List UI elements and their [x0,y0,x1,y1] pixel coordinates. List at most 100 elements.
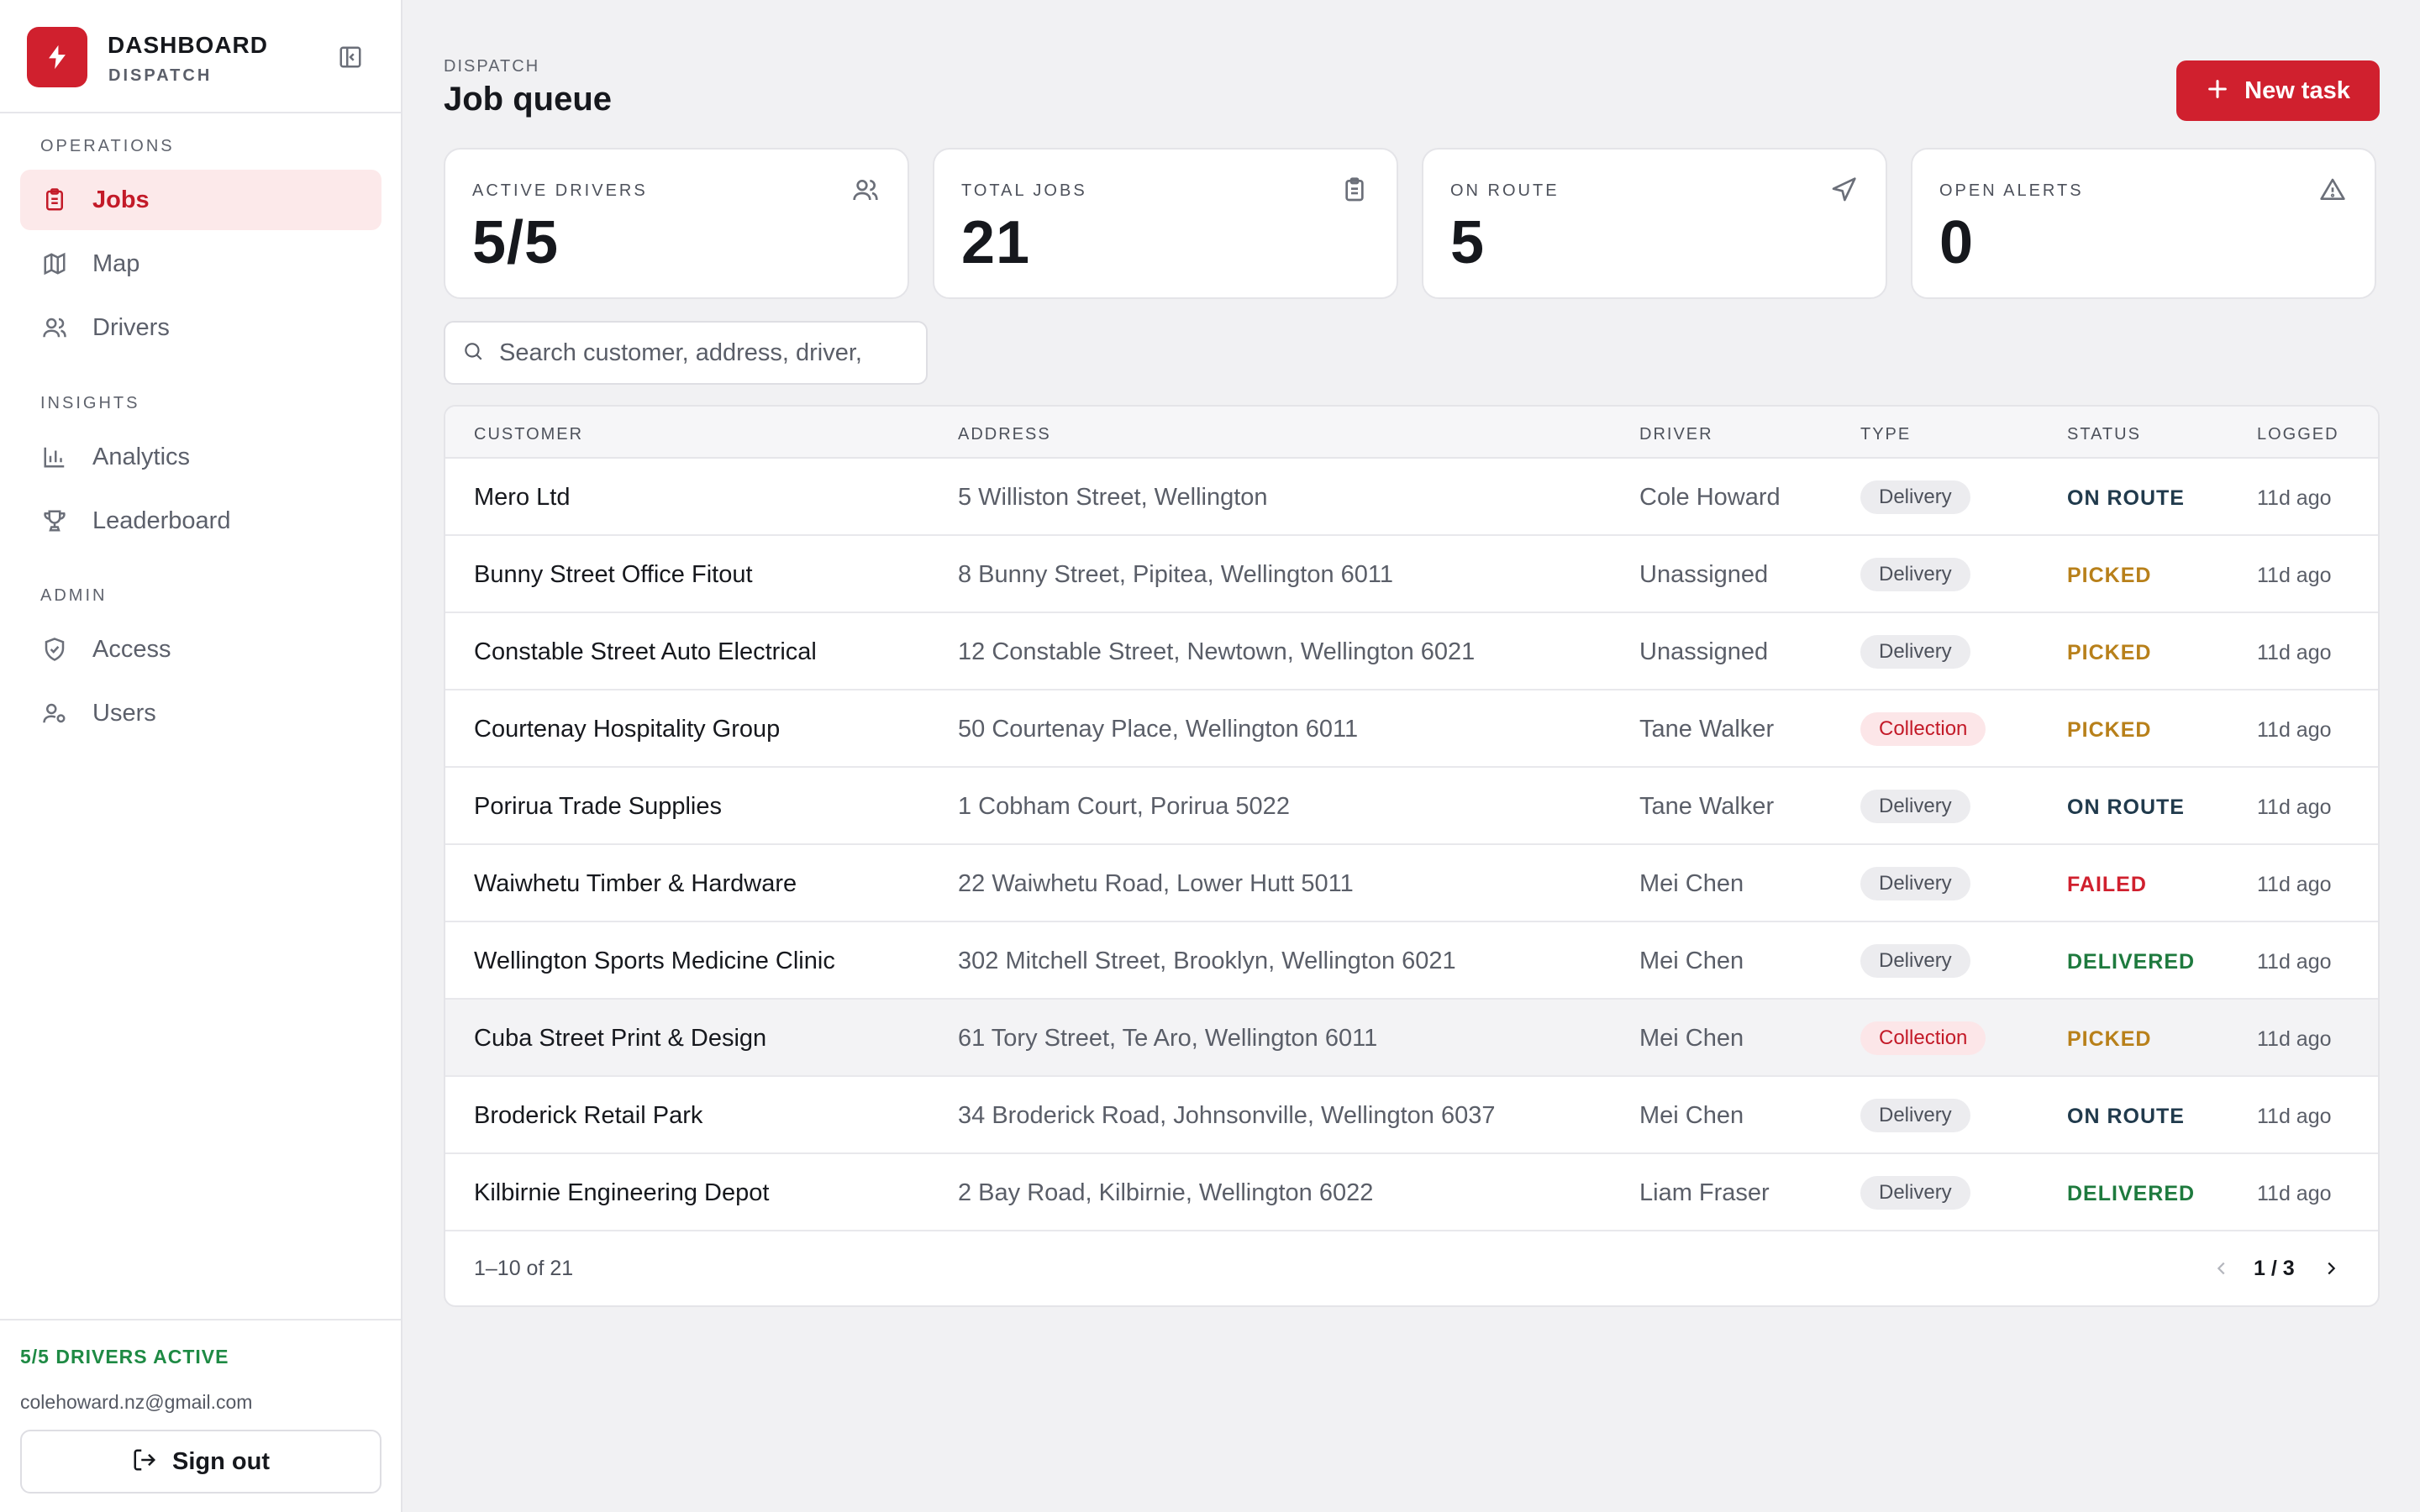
sign-out-button[interactable]: Sign out [20,1430,381,1494]
column-header-type[interactable]: TYPE [1860,425,1912,444]
stat-label: ACTIVE DRIVERS [472,181,648,200]
drivers-active-status: 5/5 DRIVERS ACTIVE [20,1346,229,1368]
pagination-range: 1–10 of 21 [474,1257,574,1280]
breadcrumb: DISPATCH [444,57,540,76]
driver-cell: Mei Chen [1639,1025,1744,1052]
address-cell: 61 Tory Street, Te Aro, Wellington 6011 [958,1025,1378,1052]
stat-value: 21 [961,209,1031,276]
type-badge: Collection [1860,712,1986,746]
status-badge: DELIVERED [2067,1182,2196,1205]
brand-title: DASHBOARD [108,32,268,58]
table-footer: 1–10 of 21 1 / 3 [445,1231,2378,1305]
table-row[interactable]: Constable Street Auto Electrical 12 Const… [445,613,2378,690]
search-input[interactable] [499,339,902,367]
customer-cell: Kilbirnie Engineering Depot [474,1179,770,1206]
stat-label: ON ROUTE [1450,181,1560,200]
type-badge: Delivery [1860,790,1970,823]
table-row[interactable]: Courtenay Hospitality Group 50 Courtenay … [445,690,2378,768]
logged-cell: 11d ago [2257,1105,2332,1128]
stat-card-total-jobs: TOTAL JOBS 21 [933,148,1398,299]
status-badge: PICKED [2067,641,2152,664]
table-row[interactable]: Cuba Street Print & Design 61 Tory Street… [445,1000,2378,1077]
logged-cell: 11d ago [2257,486,2332,510]
sidebar: DASHBOARD DISPATCH OPERATIONS Jobs Map D… [0,0,402,1512]
column-header-status[interactable]: STATUS [2067,425,2141,444]
customer-cell: Mero Ltd [474,484,571,511]
column-header-customer[interactable]: CUSTOMER [474,425,584,444]
stat-card-active-drivers: ACTIVE DRIVERS 5/5 [444,148,909,299]
logged-cell: 11d ago [2257,564,2332,587]
new-task-button[interactable]: New task [2176,60,2380,121]
sign-out-label: Sign out [172,1447,270,1475]
plus-icon [2206,77,2229,105]
table-header: CUSTOMER ADDRESS DRIVER TYPE STATUS LOGG… [445,407,2378,459]
status-badge: PICKED [2067,718,2152,742]
table-row[interactable]: Wellington Sports Medicine Clinic 302 Mit… [445,922,2378,1000]
type-badge: Delivery [1860,558,1970,591]
customer-cell: Cuba Street Print & Design [474,1025,767,1052]
table-row[interactable]: Broderick Retail Park 34 Broderick Road, … [445,1077,2378,1154]
brand-header: DASHBOARD DISPATCH [0,0,401,113]
column-header-logged[interactable]: LOGGED [2257,425,2339,444]
table-row[interactable]: Kilbirnie Engineering Depot 2 Bay Road, K… [445,1154,2378,1231]
logged-cell: 11d ago [2257,718,2332,742]
driver-cell: Unassigned [1639,638,1769,665]
table-row[interactable]: Bunny Street Office Fitout 8 Bunny Street… [445,536,2378,613]
stat-label: OPEN ALERTS [1939,181,2084,200]
stat-card-on-route: ON ROUTE 5 [1422,148,1887,299]
shield-check-icon [40,635,69,664]
brand-subtitle: DISPATCH [108,66,213,85]
driver-cell: Unassigned [1639,561,1769,588]
type-badge: Delivery [1860,867,1970,900]
type-badge: Delivery [1860,944,1970,978]
stat-value: 5 [1450,209,1486,276]
type-badge: Delivery [1860,480,1970,514]
sidebar-item-leaderboard[interactable]: Leaderboard [20,491,381,551]
driver-cell: Tane Walker [1639,716,1775,743]
status-badge: ON ROUTE [2067,486,2185,510]
nav-section-operations: OPERATIONS [40,137,175,155]
chevron-right-icon[interactable] [2316,1253,2346,1284]
logged-cell: 11d ago [2257,795,2332,819]
logged-cell: 11d ago [2257,873,2332,896]
logged-cell: 11d ago [2257,641,2332,664]
driver-cell: Mei Chen [1639,870,1744,897]
sidebar-item-analytics[interactable]: Analytics [20,427,381,487]
table-row[interactable]: Mero Ltd 5 Williston Street, Wellington Co… [445,459,2378,536]
table-row[interactable]: Waiwhetu Timber & Hardware 22 Waiwhetu Ro… [445,845,2378,922]
type-badge: Collection [1860,1021,1986,1055]
status-badge: PICKED [2067,564,2152,587]
status-badge: ON ROUTE [2067,795,2185,819]
chevron-left-icon[interactable] [2207,1253,2237,1284]
clipboard-icon [40,186,69,214]
sidebar-item-label: Drivers [92,313,170,341]
sidebar-item-jobs[interactable]: Jobs [20,170,381,230]
sidebar-item-access[interactable]: Access [20,619,381,680]
sidebar-item-label: Map [92,249,140,277]
search-box [444,321,928,385]
status-badge: FAILED [2067,873,2147,896]
navigation-arrow-icon [1827,173,1860,207]
jobs-table: CUSTOMER ADDRESS DRIVER TYPE STATUS LOGG… [444,405,2380,1307]
type-badge: Delivery [1860,1099,1970,1132]
users-icon [849,173,882,207]
sidebar-item-map[interactable]: Map [20,234,381,294]
column-header-address[interactable]: ADDRESS [958,425,1051,444]
stat-card-open-alerts: OPEN ALERTS 0 [1911,148,2376,299]
user-cog-icon [40,699,69,727]
table-row[interactable]: Porirua Trade Supplies 1 Cobham Court, Po… [445,768,2378,845]
address-cell: 12 Constable Street, Newtown, Wellington… [958,638,1476,665]
bar-chart-icon [40,443,69,471]
page-title: Job queue [444,81,613,118]
customer-cell: Porirua Trade Supplies [474,793,722,820]
address-cell: 34 Broderick Road, Johnsonville, Welling… [958,1102,1496,1129]
column-header-driver[interactable]: DRIVER [1639,425,1713,444]
sidebar-collapse-icon[interactable] [335,42,366,72]
alert-triangle-icon [2316,173,2349,207]
customer-cell: Courtenay Hospitality Group [474,716,781,743]
sidebar-item-users[interactable]: Users [20,683,381,743]
users-icon [40,313,69,342]
nav-section-insights: INSIGHTS [40,394,140,412]
sidebar-item-label: Access [92,635,171,663]
sidebar-item-drivers[interactable]: Drivers [20,297,381,358]
